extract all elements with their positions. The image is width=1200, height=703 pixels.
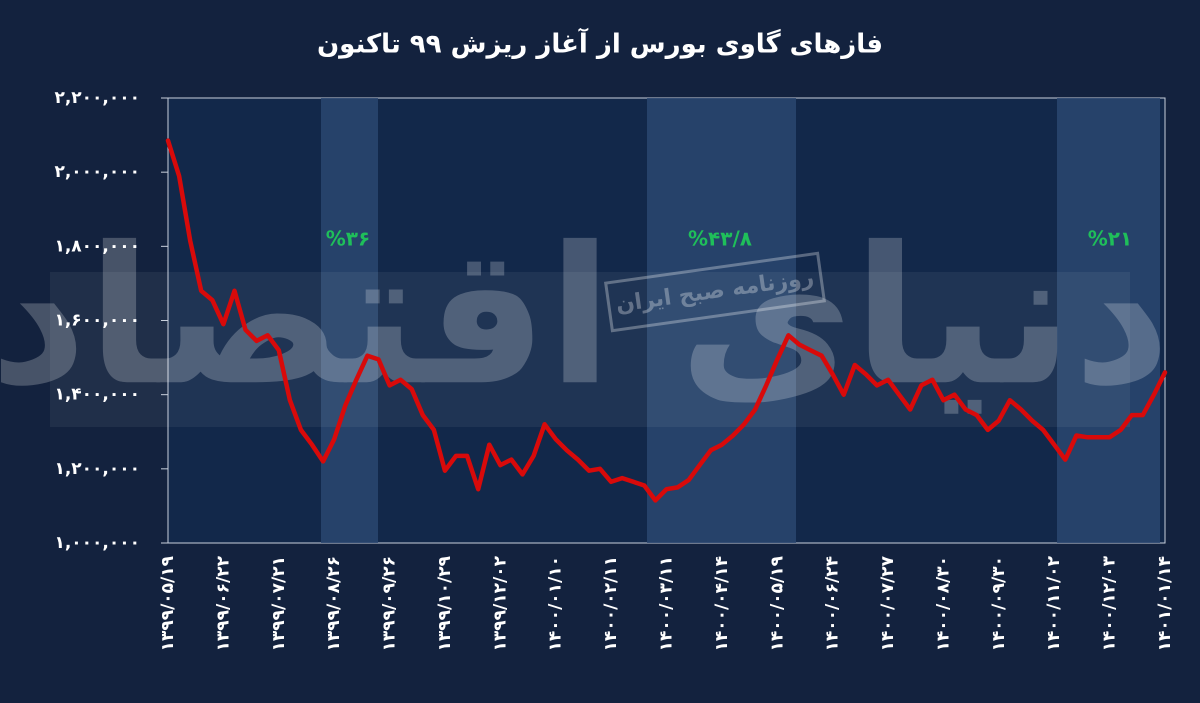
x-tick-label: ۱۴۰۰/۰۵/۱۹: [767, 555, 787, 651]
x-tick-label: ۱۴۰۰/۰۸/۳۰: [933, 556, 953, 651]
annotation: %۴۳/۸: [688, 227, 752, 251]
x-tick-label: ۱۳۹۹/۰۸/۲۶: [324, 556, 344, 651]
x-tick-label: ۱۳۹۹/۱۲/۰۲: [490, 555, 510, 651]
x-tick-label: ۱۳۹۹/۱۰/۲۹: [435, 555, 455, 651]
y-tick-label: ۱,۰۰۰,۰۰۰: [54, 533, 140, 553]
x-tick-label: ۱۳۹۹/۰۵/۱۹: [158, 555, 178, 651]
chart-title: فازهای گاوی بورس از آغاز ریزش ۹۹ تاکنون: [317, 28, 883, 60]
x-tick-label: ۱۳۹۹/۰۷/۲۱: [269, 556, 289, 651]
band: [1057, 98, 1160, 543]
x-tick-label: ۱۴۰۰/۰۶/۲۴: [823, 556, 843, 651]
x-tick-label: ۱۳۹۹/۰۹/۲۶: [380, 556, 400, 651]
y-tick-label: ۱,۶۰۰,۰۰۰: [54, 311, 140, 331]
stamp-box: [604, 251, 826, 333]
watermark: دنیای اقتصاد: [0, 206, 1171, 427]
x-tick-label: ۱۴۰۰/۰۳/۱۱: [657, 556, 677, 651]
x-tick-label: ۱۴۰۱/۰۱/۱۴: [1155, 556, 1175, 651]
y-tick-label: ۱,۲۰۰,۰۰۰: [54, 459, 140, 479]
x-tick-label: ۱۴۰۰/۱۱/۰۲: [1044, 555, 1064, 651]
x-tick-label: ۱۴۰۰/۰۷/۲۷: [878, 555, 898, 651]
annotation: %۳۶: [326, 227, 370, 251]
x-tick-label: ۱۴۰۰/۱۲/۰۳: [1100, 555, 1120, 651]
x-tick-label: ۱۳۹۹/۰۶/۲۲: [213, 555, 233, 651]
x-tick-label: ۱۴۰۰/۰۱/۱۰: [546, 556, 566, 651]
x-tick-label: ۱۴۰۰/۰۴/۱۴: [712, 556, 732, 651]
y-tick-label: ۲,۲۰۰,۰۰۰: [54, 88, 140, 108]
x-tick-label: ۱۴۰۰/۰۲/۱۱: [601, 556, 621, 651]
y-tick-label: ۱,۴۰۰,۰۰۰: [54, 385, 140, 405]
band: [321, 98, 378, 543]
y-tick-label: ۱,۸۰۰,۰۰۰: [54, 236, 140, 256]
y-tick-label: ۲,۰۰۰,۰۰۰: [54, 162, 140, 182]
data-line: [165, 138, 1168, 503]
band: [647, 98, 796, 543]
annotation: %۲۱: [1088, 227, 1132, 251]
x-tick-label: ۱۴۰۰/۰۹/۳۰: [989, 556, 1009, 651]
